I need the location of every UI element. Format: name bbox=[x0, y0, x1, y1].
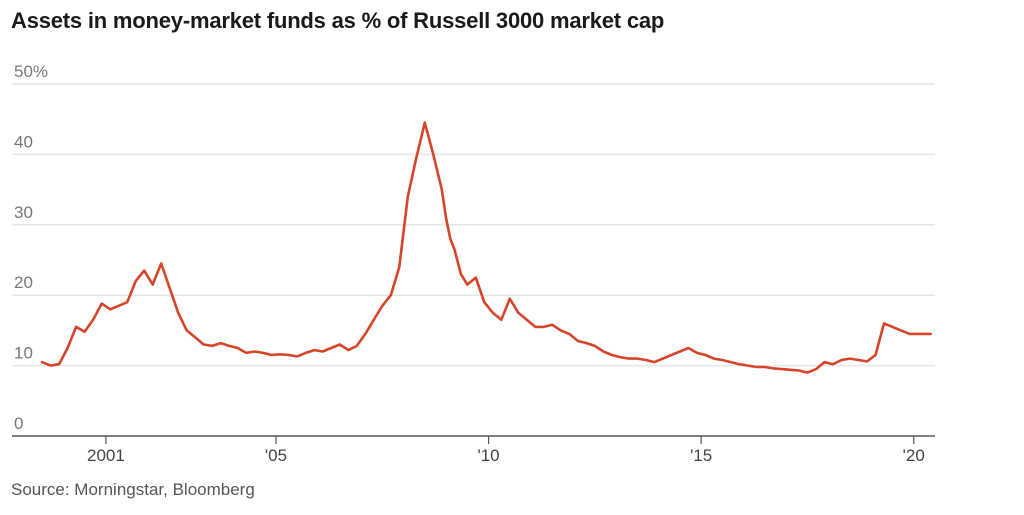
gridlines bbox=[12, 83, 935, 367]
x-tick-label: '15 bbox=[690, 446, 712, 465]
x-tick-label: '20 bbox=[903, 446, 925, 465]
x-tick-label: '10 bbox=[477, 446, 499, 465]
y-tick-label: 10 bbox=[14, 344, 33, 363]
x-axis-ticks: 2001 '05 '10 '15 '20 bbox=[87, 436, 925, 465]
source-note: Source: Morningstar, Bloomberg bbox=[11, 480, 255, 499]
chart-title: Assets in money-market funds as % of Rus… bbox=[11, 8, 665, 33]
y-tick-label: 0 bbox=[14, 414, 23, 433]
y-axis-ticks: 0 10 20 30 40 50% bbox=[14, 62, 48, 433]
y-tick-label: 40 bbox=[14, 132, 33, 151]
y-tick-label: 30 bbox=[14, 203, 33, 222]
series-group bbox=[40, 121, 933, 374]
x-tick-label: 2001 bbox=[87, 446, 125, 465]
x-tick-label: '05 bbox=[265, 446, 287, 465]
y-tick-label: 50% bbox=[14, 62, 48, 81]
series-line bbox=[40, 121, 933, 374]
y-tick-label: 20 bbox=[14, 273, 33, 292]
